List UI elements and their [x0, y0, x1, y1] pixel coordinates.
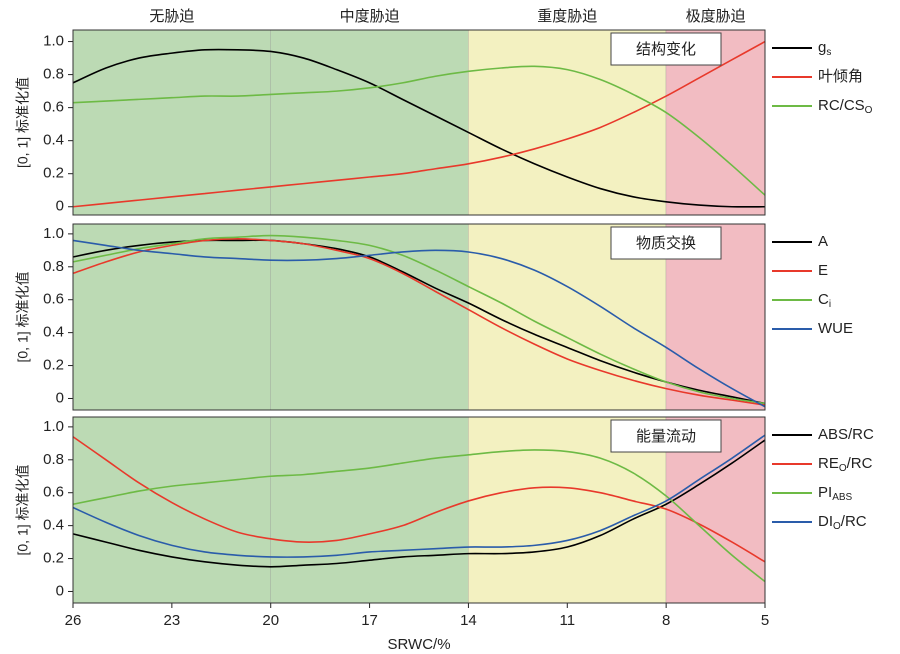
legend-label-part: RC/CS: [818, 97, 865, 114]
annotation: 物质交换: [636, 234, 696, 252]
zone: [73, 417, 271, 603]
annotation: 结构变化: [636, 41, 696, 58]
series-line: [72, 436, 766, 563]
y-axis-label: [0, 1] 标准化值: [15, 77, 31, 168]
legend-label: RC/CSO: [818, 97, 873, 116]
annotation: 能量流动: [636, 428, 696, 445]
y-axis-label: [0, 1] 标准化值: [15, 271, 31, 362]
y-tick-label: 0.6: [43, 484, 64, 501]
legend-label-part: s: [826, 47, 831, 58]
zone-label: 重度胁迫: [537, 8, 597, 25]
series-line: [72, 434, 766, 558]
legend-label-part: O: [833, 521, 841, 532]
legend-label-part: g: [818, 39, 826, 56]
x-tick-label: 14: [460, 612, 477, 629]
y-tick-label: 0: [56, 582, 64, 599]
y-tick-label: 1.0: [43, 418, 64, 435]
y-tick-label: 0: [56, 198, 64, 215]
legend-label: WUE: [818, 320, 853, 337]
x-tick-label: 17: [361, 612, 378, 629]
legend-label: 叶倾角: [818, 68, 863, 85]
legend-label-part: A: [818, 233, 828, 250]
legend-label-part: /RC: [847, 455, 873, 472]
series-line: [72, 449, 766, 583]
legend-label-part: O: [839, 463, 847, 474]
legend-label-part: C: [818, 291, 829, 308]
zone-label: 中度胁迫: [340, 8, 400, 25]
x-tick-label: 26: [65, 612, 82, 629]
legend-label: PIABS: [818, 484, 853, 503]
zone-label: 无胁迫: [149, 8, 194, 25]
annotation-box: [610, 419, 722, 453]
series-line: [72, 65, 766, 196]
y-tick-label: 0.2: [43, 165, 64, 182]
legend-label: REO/RC: [818, 455, 873, 474]
plot-frame: [72, 29, 766, 216]
legend-label-part: ABS: [832, 492, 852, 503]
legend-label-part: 叶倾角: [818, 68, 863, 85]
legend-label: gs: [818, 39, 831, 58]
legend-label: E: [818, 262, 828, 279]
x-tick-label: 20: [262, 612, 279, 629]
legend-label-part: O: [865, 105, 873, 116]
y-tick-label: 0: [56, 389, 64, 406]
x-tick-label: 8: [662, 612, 670, 629]
legend-label: ABS/RC: [818, 426, 874, 443]
series-line: [72, 439, 766, 568]
annotation-box: [610, 32, 722, 66]
zone: [270, 224, 469, 410]
y-tick-label: 1.0: [43, 225, 64, 242]
legend-label: A: [818, 233, 828, 250]
zone-label: 极度胁迫: [686, 8, 746, 25]
y-tick-label: 0.4: [43, 324, 64, 341]
series-line: [72, 48, 766, 208]
y-tick-label: 0.6: [43, 291, 64, 308]
legend-label-part: ABS/RC: [818, 426, 874, 443]
y-tick-label: 0.6: [43, 99, 64, 116]
legend-label-part: DI: [818, 513, 833, 530]
y-tick-label: 0.8: [43, 451, 64, 468]
series-line: [72, 40, 766, 208]
legend-label-part: RE: [818, 455, 839, 472]
legend-label-part: /RC: [841, 513, 867, 530]
series-line: [72, 234, 766, 405]
zone: [73, 30, 271, 215]
plot-frame: [72, 416, 766, 604]
annotation-box: [610, 226, 722, 260]
y-tick-label: 0.8: [43, 258, 64, 275]
series-line: [72, 239, 766, 408]
x-tick-label: 11: [559, 612, 575, 629]
x-axis-label: SRWC/%: [387, 636, 450, 653]
series-line: [72, 238, 766, 406]
y-tick-label: 0.4: [43, 132, 64, 149]
y-tick-label: 1.0: [43, 33, 64, 50]
y-axis-label: [0, 1] 标准化值: [15, 464, 31, 555]
legend-label-part: WUE: [818, 320, 853, 337]
legend-label-part: i: [829, 299, 831, 310]
legend-label: Ci: [818, 291, 831, 310]
legend-label: DIO/RC: [818, 513, 867, 532]
y-tick-label: 0.4: [43, 517, 64, 534]
zone: [270, 417, 469, 603]
y-tick-label: 0.2: [43, 357, 64, 374]
zone: [73, 224, 271, 410]
plot-frame: [72, 223, 766, 411]
legend-label-part: E: [818, 262, 828, 279]
x-tick-label: 23: [164, 612, 181, 629]
x-tick-label: 5: [761, 612, 769, 629]
y-tick-label: 0.2: [43, 550, 64, 567]
y-tick-label: 0.8: [43, 66, 64, 83]
legend-label-part: PI: [818, 484, 832, 501]
